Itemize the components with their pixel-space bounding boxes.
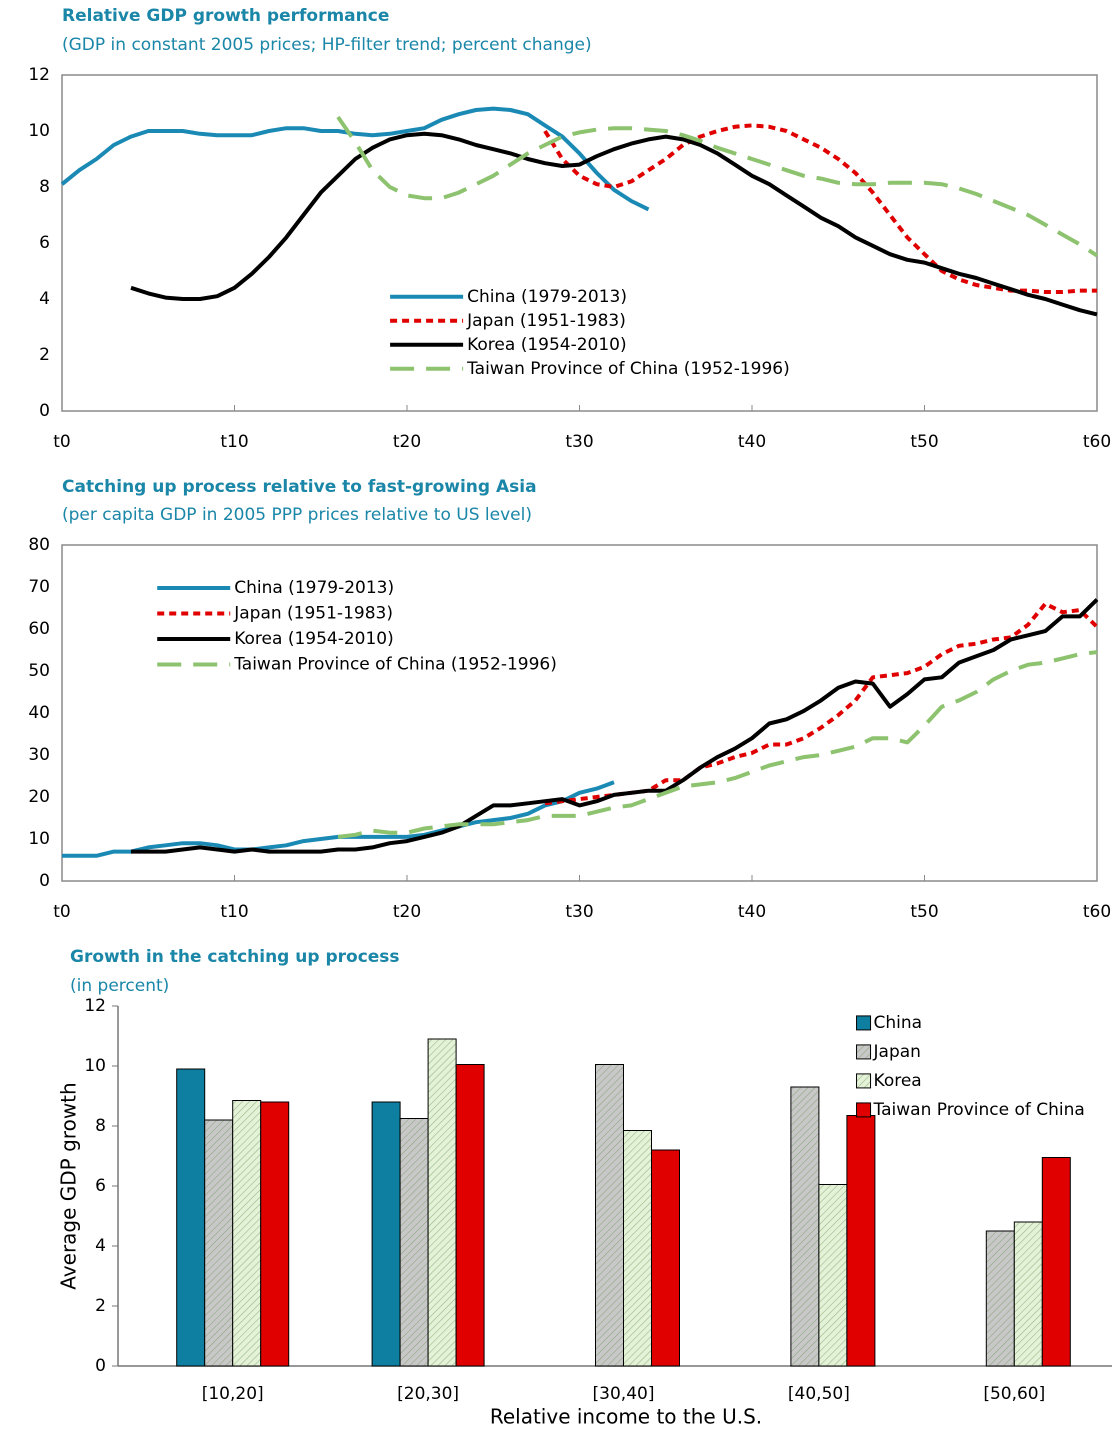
legend-label: Japan xyxy=(873,1042,921,1062)
x-tick-label: t10 xyxy=(220,432,248,452)
chart-subtitle: (in percent) xyxy=(70,976,169,996)
legend-label: Japan (1951-1983) xyxy=(233,604,393,624)
legend-label: Korea (1954-2010) xyxy=(467,335,627,355)
x-tick-label: t60 xyxy=(1083,432,1111,452)
y-tick-label: 0 xyxy=(95,1356,106,1376)
x-tick-label: [40,50] xyxy=(788,1384,850,1404)
y-tick-label: 4 xyxy=(95,1236,106,1256)
chart-title: Growth in the catching up process xyxy=(70,947,400,967)
y-tick-label: 6 xyxy=(39,233,50,253)
legend-label: Taiwan Province of China (1952-1996) xyxy=(466,359,790,379)
bar xyxy=(1013,1221,1043,1367)
x-tick-label: [50,60] xyxy=(983,1384,1045,1404)
series-line xyxy=(130,131,1098,317)
y-tick-label: 6 xyxy=(95,1176,106,1196)
y-tick-label: 2 xyxy=(95,1296,106,1316)
x-tick-label: t20 xyxy=(393,432,421,452)
legend-label: China (1979-2013) xyxy=(467,287,627,307)
bar xyxy=(790,1086,820,1367)
x-tick-label: t50 xyxy=(910,902,938,922)
y-tick-label: 40 xyxy=(28,703,50,723)
bar xyxy=(260,1101,290,1367)
legend-label: Japan (1951-1983) xyxy=(466,311,626,331)
y-tick-label: 0 xyxy=(39,871,50,891)
y-tick-label: 50 xyxy=(28,661,50,681)
y-tick-label: 10 xyxy=(28,829,50,849)
legend-label: Korea xyxy=(874,1071,922,1091)
series-line xyxy=(544,601,1099,806)
bar xyxy=(623,1130,652,1367)
bar xyxy=(455,1064,485,1367)
y-tick-label: 20 xyxy=(28,787,50,807)
x-tick-label: [10,20] xyxy=(202,1384,264,1404)
bar xyxy=(846,1115,876,1367)
y-tick-label: 70 xyxy=(28,577,50,597)
x-tick-label: t40 xyxy=(738,432,766,452)
series-line xyxy=(131,598,1099,854)
legend-swatch xyxy=(856,1073,872,1089)
y-tick-label: 30 xyxy=(28,745,50,765)
y-tick-label: 10 xyxy=(28,121,50,141)
bar xyxy=(427,1038,457,1367)
bar xyxy=(1041,1157,1071,1367)
legend-label: China (1979-2013) xyxy=(234,578,394,598)
y-tick-label: 4 xyxy=(39,289,50,309)
x-tick-label: t40 xyxy=(738,902,766,922)
bar xyxy=(232,1100,262,1367)
series-line xyxy=(337,650,1098,839)
y-tick-label: 12 xyxy=(28,65,50,85)
chart-subtitle: (GDP in constant 2005 prices; HP-filter … xyxy=(62,35,592,55)
y-tick-label: 0 xyxy=(39,401,50,421)
x-tick-label: [30,40] xyxy=(593,1384,655,1404)
bar xyxy=(399,1118,429,1367)
x-tick-label: t0 xyxy=(53,902,70,922)
y-tick-label: 2 xyxy=(39,345,50,365)
x-tick-label: t50 xyxy=(910,432,938,452)
legend-swatch xyxy=(856,1015,872,1031)
y-tick-label: 60 xyxy=(28,619,50,639)
y-tick-label: 10 xyxy=(84,1056,106,1076)
x-axis-label: Relative income to the U.S. xyxy=(490,1405,762,1429)
y-tick-label: 80 xyxy=(28,535,50,555)
y-tick-label: 12 xyxy=(84,996,106,1016)
legend-label: Taiwan Province of China (1952-1996) xyxy=(233,655,557,675)
x-tick-label: t10 xyxy=(220,902,248,922)
series-line xyxy=(60,106,650,212)
bar xyxy=(818,1184,848,1367)
y-tick-label: 8 xyxy=(39,177,50,197)
y-tick-label: 8 xyxy=(95,1116,106,1136)
legend-label: Korea (1954-2010) xyxy=(234,629,394,649)
plot-frame xyxy=(61,544,1098,882)
y-axis-label: Average GDP growth xyxy=(57,1082,81,1289)
chart-title: Relative GDP growth performance xyxy=(62,6,389,26)
chart-subtitle: (per capita GDP in 2005 PPP prices relat… xyxy=(62,505,532,525)
bar xyxy=(595,1064,624,1367)
x-tick-label: t30 xyxy=(565,902,593,922)
bar xyxy=(371,1101,401,1367)
series-line xyxy=(336,115,1099,258)
bar xyxy=(176,1068,206,1367)
bar xyxy=(651,1149,680,1367)
legend-label: Taiwan Province of China xyxy=(873,1100,1085,1120)
bar xyxy=(204,1119,234,1367)
legend-label: China xyxy=(874,1013,923,1033)
legend-swatch xyxy=(856,1102,872,1118)
x-tick-label: t20 xyxy=(393,902,421,922)
x-tick-label: t30 xyxy=(565,432,593,452)
bar xyxy=(985,1230,1015,1367)
x-tick-label: t60 xyxy=(1083,902,1111,922)
x-tick-label: [20,30] xyxy=(397,1384,459,1404)
chart-title: Catching up process relative to fast-gro… xyxy=(62,477,537,497)
legend-swatch xyxy=(856,1044,872,1060)
x-tick-label: t0 xyxy=(53,432,70,452)
